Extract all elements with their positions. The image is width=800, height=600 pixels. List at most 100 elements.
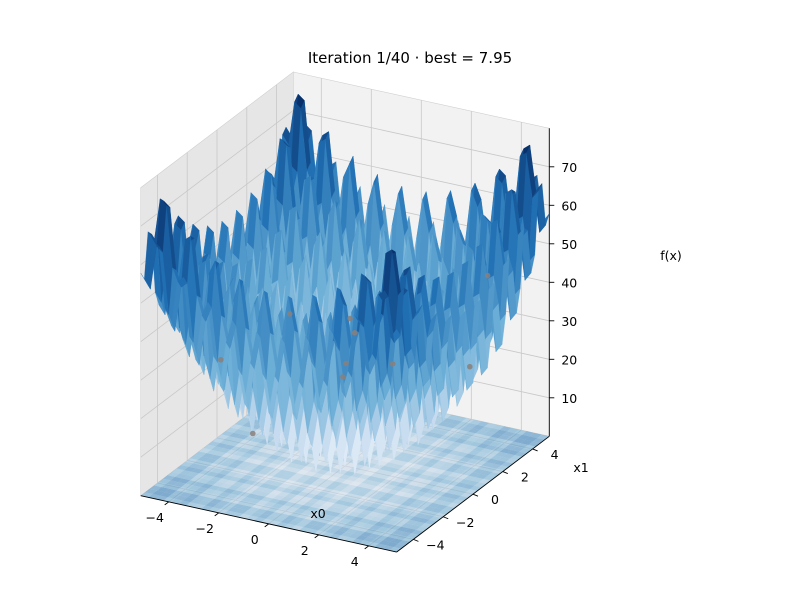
contour-cell <box>268 454 281 460</box>
contour-cell <box>226 449 239 455</box>
contour-cell <box>337 526 350 532</box>
contour-cell <box>340 488 353 493</box>
x0-tick-label: 4 <box>351 554 359 569</box>
y-axis-label: x1 <box>573 460 588 475</box>
contour-cell <box>454 438 467 444</box>
contour-cell <box>278 461 291 467</box>
contour-cell <box>232 481 245 487</box>
contour-cell <box>413 521 426 527</box>
contour-cell <box>421 470 434 476</box>
contour-cell <box>419 509 431 515</box>
contour-cell <box>415 460 428 466</box>
contour-cell <box>349 503 362 509</box>
x1-tick <box>443 516 449 520</box>
contour-cell <box>368 533 381 539</box>
contour-cell <box>358 496 371 502</box>
contour-cell <box>469 441 482 447</box>
contour-cell <box>340 466 353 472</box>
x0-tick-label: −4 <box>145 510 163 525</box>
contour-cell <box>426 489 439 495</box>
contour-cell <box>432 433 444 439</box>
contour-cell <box>508 441 521 447</box>
contour-cell <box>392 530 405 536</box>
contour-cell <box>265 471 278 477</box>
contour-cell <box>197 478 210 484</box>
contour-cell <box>282 488 294 494</box>
contour-cell <box>417 452 430 458</box>
x1-axis-line <box>396 435 550 553</box>
contour-cell <box>322 523 335 529</box>
contour-cell <box>319 496 332 502</box>
contour-cell <box>372 530 385 536</box>
contour-cell <box>469 463 482 469</box>
contour-cell <box>346 520 359 526</box>
contour-cell <box>408 458 421 464</box>
contour-cell <box>406 489 419 495</box>
contour-cell <box>472 468 485 474</box>
contour-cell <box>412 499 425 505</box>
contour-cell <box>465 467 478 473</box>
contour-cell <box>487 428 500 434</box>
contour-cell <box>206 493 219 499</box>
population-point <box>286 311 293 317</box>
contour-cell <box>502 431 515 437</box>
contour-cell <box>212 459 225 465</box>
contour-cell <box>369 503 382 509</box>
contour-cell <box>184 466 197 472</box>
contour-cell <box>382 448 395 454</box>
contour-cell <box>478 434 491 440</box>
contour-cell <box>291 503 304 509</box>
contour-cell <box>345 484 358 490</box>
contour-cell <box>274 464 287 470</box>
contour-cell <box>220 505 233 511</box>
contour-cell <box>244 502 257 507</box>
contour-cell <box>337 482 350 488</box>
contour-cell <box>471 433 484 439</box>
contour-cell <box>481 440 494 445</box>
contour-cell <box>462 484 475 490</box>
contour-cell <box>217 456 230 462</box>
contour-cell <box>232 503 245 509</box>
contour-cell <box>360 487 373 493</box>
contour-cell <box>254 486 267 492</box>
contour-cell <box>295 500 308 506</box>
contour-cell <box>316 469 329 475</box>
contour-cell <box>194 495 207 501</box>
contour-cell <box>282 510 295 516</box>
contour-cell <box>172 490 185 496</box>
contour-cell <box>396 526 409 532</box>
contour-cell <box>244 436 257 442</box>
contour-cell <box>277 469 290 475</box>
contour-cell <box>423 440 436 446</box>
contour-cell <box>294 508 307 514</box>
contour-cell <box>400 479 413 485</box>
contour-cell <box>449 494 461 500</box>
contour-cell <box>263 479 276 485</box>
contour-cell <box>187 493 200 499</box>
contour-cell <box>149 485 162 491</box>
contour-cell <box>446 414 459 420</box>
contour-cell <box>363 493 376 498</box>
x0-tick <box>364 545 369 550</box>
contour-cell <box>493 460 506 466</box>
contour-cell <box>160 492 173 498</box>
contour-cell <box>193 459 206 465</box>
contour-cell <box>262 510 275 516</box>
contour-cell <box>328 467 341 473</box>
contour-cell <box>317 461 330 467</box>
contour-cell <box>284 471 297 477</box>
contour-cell <box>426 511 439 517</box>
contour-cell <box>357 482 370 488</box>
contour-cell <box>272 473 285 479</box>
contour-cell <box>273 495 286 501</box>
contour-cell <box>447 480 460 486</box>
contour-cell <box>480 448 493 454</box>
contour-cell <box>376 482 389 488</box>
contour-cell <box>390 538 403 544</box>
contour-cell <box>295 478 308 484</box>
contour-cell <box>152 490 165 496</box>
contour-cell <box>187 471 200 477</box>
contour-cell <box>420 435 432 441</box>
contour-cell <box>167 471 180 477</box>
contour-cell <box>381 457 394 463</box>
